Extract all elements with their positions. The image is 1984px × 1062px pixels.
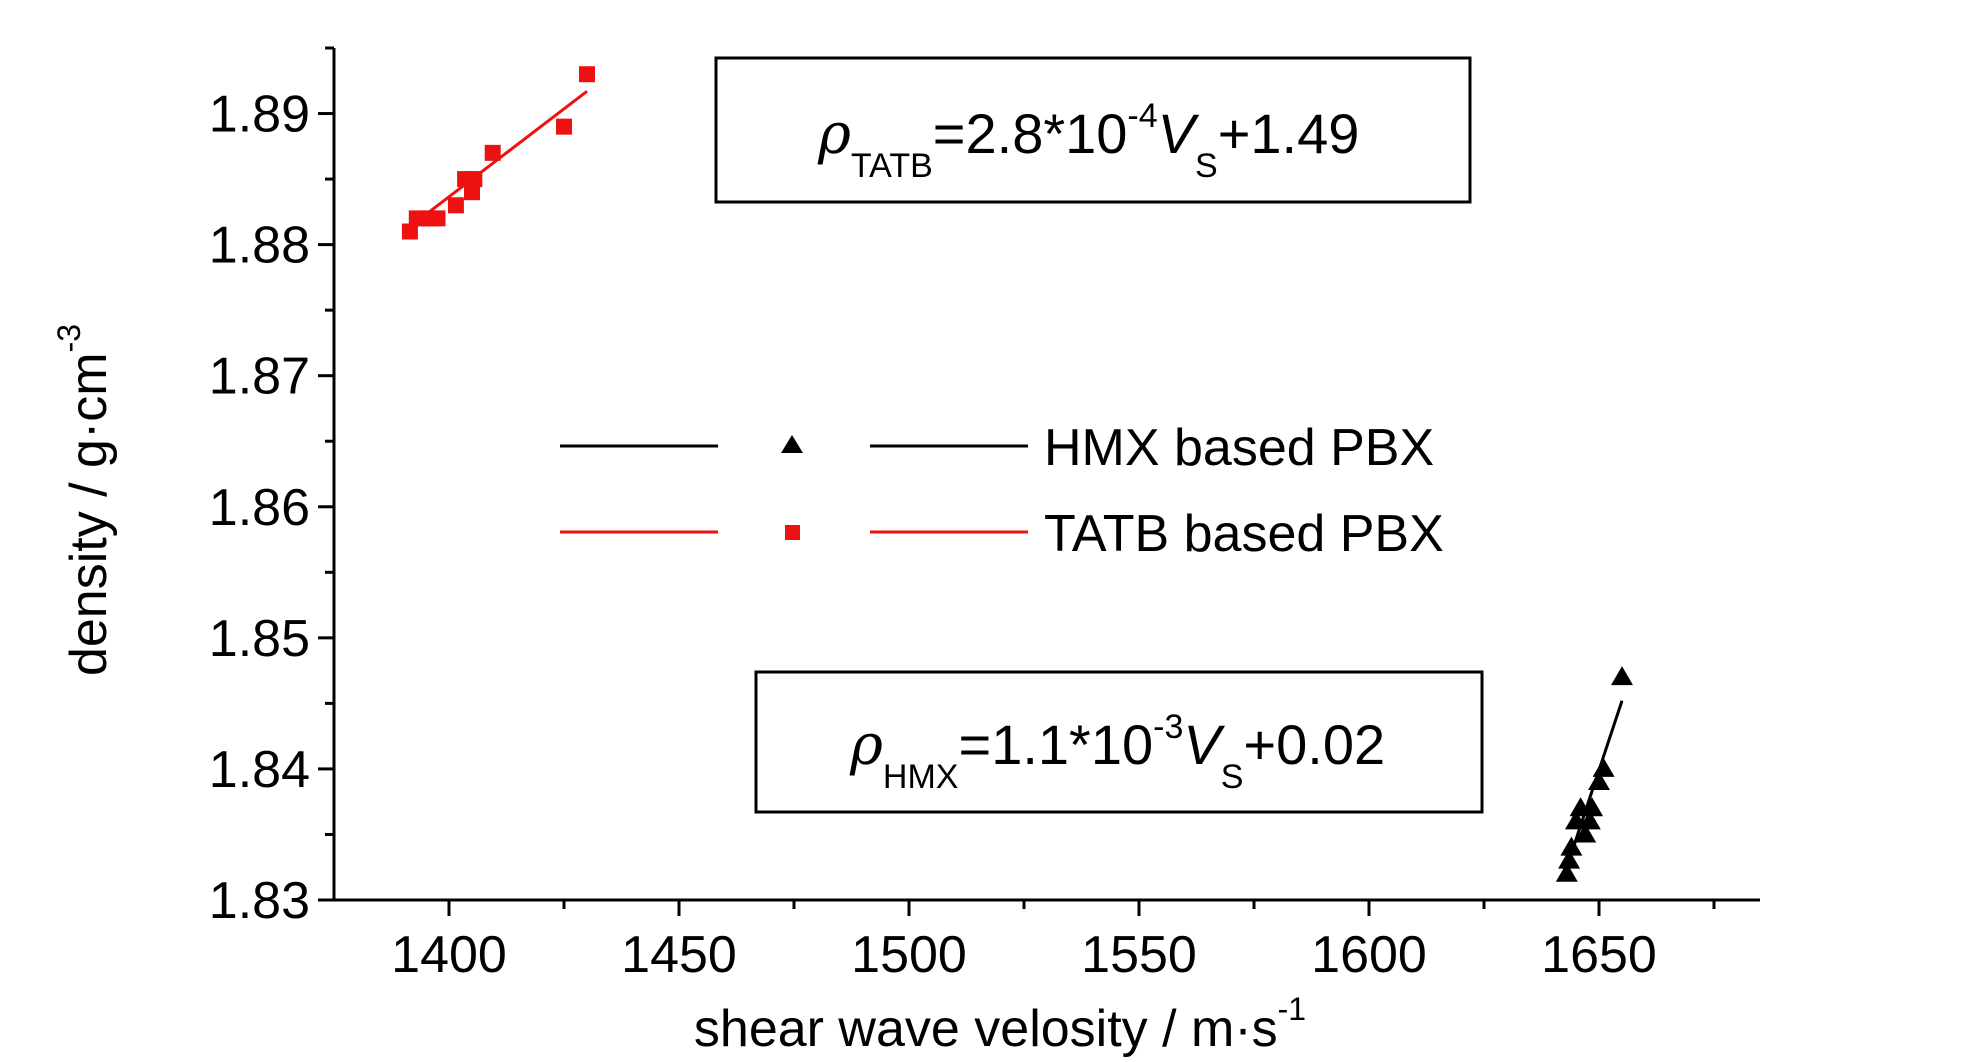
data-point-hmx [1558,849,1581,869]
y-axis-title-text: density / g·cm [60,352,118,676]
x-ticks: 1400 1450 1500 1550 1600 1650 [391,900,1716,984]
tatb-equation-rho: ρ [817,102,851,167]
y-tick-label: 1.83 [209,872,310,930]
y-tick-label: 1.85 [209,610,310,668]
data-point-tatb [401,223,418,240]
tatb-equation-exp: -4 [1127,97,1157,135]
x-tick-label: 1500 [851,926,967,984]
data-points [401,66,1633,882]
hmx-equation-rho-sub: HMX [883,758,959,796]
hmx-equation-v-sub: S [1221,758,1244,796]
y-axis-title-exponent: -3 [51,324,87,352]
hmx-equation-coef: =1.1*10 [958,713,1153,776]
y-tick-label: 1.86 [209,479,310,537]
x-tick-label: 1400 [391,926,507,984]
tatb-equation-rho-sub: TATB [851,147,933,185]
hmx-equation-frame [754,670,1484,814]
tatb-equation-v: V [1158,102,1200,165]
data-point-hmx [1611,666,1633,686]
data-point-hmx [1581,797,1604,817]
x-tick-label: 1600 [1311,926,1427,984]
tatb-equation: ρTATB=2.8*10-4VS+1.49 [817,97,1359,185]
hmx-equation-rho: ρ [849,713,883,778]
data-point-hmx [1555,862,1578,882]
x-axis-title: shear wave velosity / m·s-1 [694,991,1306,1058]
data-point-tatb [579,66,595,83]
data-point-hmx [1578,810,1601,830]
x-axis-title-text: shear wave velosity / m·s [694,1000,1278,1058]
y-axis-title: density / g·cm-3 [51,324,118,676]
tatb-equation-frame [714,56,1472,204]
hmx-equation-exp: -3 [1153,708,1183,746]
tatb-equation-box: ρTATB=2.8*10-4VS+1.49 [714,56,1472,204]
legend-tatb-label: TATB based PBX [1044,505,1444,563]
x-tick-label: 1550 [1081,926,1197,984]
y-tick-label: 1.84 [209,741,310,799]
data-point-hmx [1560,836,1583,856]
x-tick-label: 1650 [1541,926,1657,984]
tatb-equation-coef: =2.8*10 [933,102,1128,165]
data-point-hmx [1592,757,1615,777]
x-tick-label: 1450 [621,926,737,984]
data-point-tatb [464,184,480,201]
legend-hmx-marker [781,435,803,453]
axes: 1400 1450 1500 1550 1600 1650 1.831.841.851.8… [209,46,1760,984]
data-point-hmx [1588,771,1610,791]
y-tick-label: 1.88 [209,217,310,275]
data-point-tatb [466,171,483,188]
hmx-equation: ρHMX=1.1*10-3VS+0.02 [849,708,1385,796]
legend-tatb-marker [785,525,800,540]
x-axis-title-exponent: -1 [1278,991,1306,1027]
data-point-hmx [1574,823,1597,843]
tatb-equation-const: +1.49 [1218,102,1360,165]
legend-hmx-label: HMX based PBX [1044,419,1434,477]
data-point-hmx [1565,810,1587,830]
hmx-equation-v: V [1183,713,1225,776]
data-point-tatb [484,144,501,161]
y-ticks: 1.83 1.84 1.85 1.86 1.87 1.88 1.89 [209,46,334,930]
legend: HMX based PBX TATB based PBX [560,419,1444,563]
hmx-equation-const: +0.02 [1243,713,1385,776]
data-point-tatb [556,118,572,135]
y-tick-label: 1.87 [209,348,310,406]
data-point-tatb [447,197,464,214]
tatb-equation-v-sub: S [1195,147,1218,185]
y-tick-label: 1.89 [209,86,310,144]
hmx-equation-box: ρHMX=1.1*10-3VS+0.02 [754,670,1484,814]
data-point-tatb [429,210,446,227]
